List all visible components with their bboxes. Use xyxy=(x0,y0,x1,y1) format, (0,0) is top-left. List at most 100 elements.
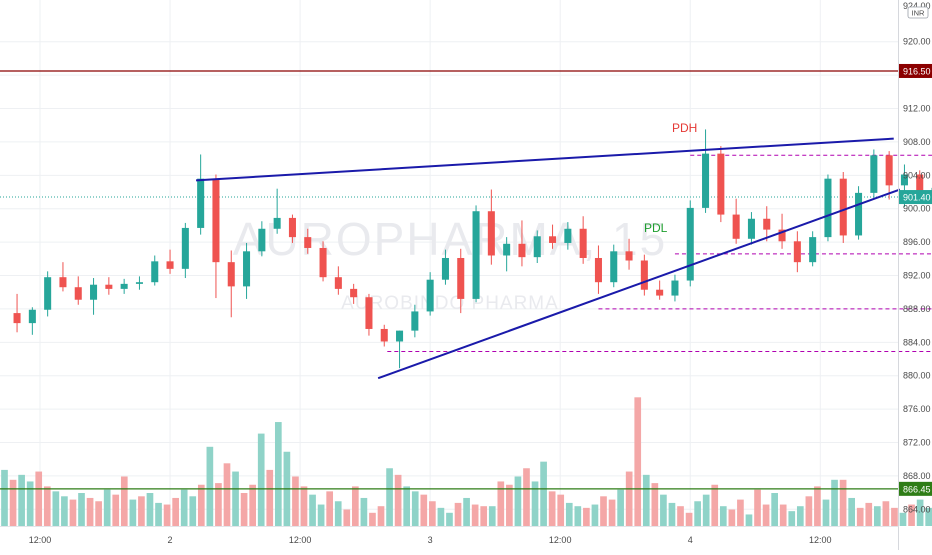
volume-bar xyxy=(147,493,154,526)
volume-bar xyxy=(609,500,616,526)
candle[interactable] xyxy=(641,255,648,296)
candle-body xyxy=(564,229,571,243)
currency-label: INR xyxy=(912,9,926,18)
volume-bar xyxy=(874,506,881,526)
volume-bar xyxy=(720,506,727,526)
candle[interactable] xyxy=(717,146,724,222)
candle-body xyxy=(105,285,112,289)
candle-body xyxy=(748,219,755,239)
candle-body xyxy=(228,262,235,286)
volume-bar xyxy=(737,500,744,526)
volume-bar xyxy=(446,513,453,526)
volume-bar xyxy=(224,463,231,526)
last-price-label: 901.40 xyxy=(903,193,931,203)
candle-body xyxy=(473,211,480,299)
candle-body xyxy=(855,193,862,236)
volume-bar xyxy=(44,486,51,526)
volume-bar xyxy=(87,498,94,526)
candle[interactable] xyxy=(840,172,847,243)
price-axis-tick-label: 900.00 xyxy=(903,204,931,214)
volume-bar xyxy=(677,506,684,526)
volume-bar xyxy=(497,481,504,526)
candle-body xyxy=(320,248,327,277)
volume-bar xyxy=(472,505,479,526)
time-axis-tick-label: 4 xyxy=(688,535,693,545)
price-axis-tick-label: 876.00 xyxy=(903,404,931,414)
candle-body xyxy=(381,329,388,342)
volume-bar xyxy=(660,495,667,526)
price-badge-label: 916.50 xyxy=(903,66,931,76)
candle-body xyxy=(488,211,495,255)
volume-bar xyxy=(780,505,787,526)
volume-bar xyxy=(61,496,68,526)
volume-bar xyxy=(412,491,419,526)
candle[interactable] xyxy=(855,186,862,239)
volume-bar xyxy=(318,505,325,526)
price-axis-tick-label: 872.00 xyxy=(903,438,931,448)
candle-body xyxy=(258,229,265,252)
volume-bar xyxy=(378,506,385,526)
volume-bar xyxy=(403,486,410,526)
candle-body xyxy=(671,281,678,296)
volume-bar xyxy=(891,508,898,526)
candle-body xyxy=(365,297,372,329)
volume-bar xyxy=(112,495,119,526)
volume-bar xyxy=(352,486,359,526)
volume-bar xyxy=(763,505,770,526)
pdl-label[interactable]: PDL xyxy=(644,221,668,235)
volume-bar xyxy=(840,480,847,526)
candle-body xyxy=(29,310,36,323)
candle[interactable] xyxy=(687,200,694,286)
volume-bar xyxy=(463,498,470,526)
volume-bar xyxy=(438,508,445,526)
candle-body xyxy=(656,290,663,296)
volume-bar xyxy=(455,503,462,526)
volume-bar xyxy=(104,490,111,526)
candle-body xyxy=(503,244,510,256)
candle[interactable] xyxy=(44,271,51,316)
pdh-label[interactable]: PDH xyxy=(672,121,697,135)
volume-bar xyxy=(506,485,513,526)
volume-bar xyxy=(53,491,60,526)
candle-body xyxy=(840,179,847,236)
candle-body xyxy=(427,280,434,312)
volume-bar xyxy=(249,485,256,526)
volume-bar xyxy=(309,495,316,526)
volume-bar xyxy=(10,480,17,526)
volume-bar xyxy=(18,475,25,526)
price-axis-tick-label: 880.00 xyxy=(903,371,931,381)
candle[interactable] xyxy=(870,149,877,197)
volume-bar xyxy=(592,505,599,526)
price-axis-tick-label: 904.00 xyxy=(903,170,931,180)
candle-body xyxy=(197,179,204,228)
volume-bar xyxy=(95,501,102,526)
volume-bar xyxy=(669,503,676,526)
volume-bar xyxy=(78,493,85,526)
volume-bar xyxy=(489,506,496,526)
volume-bar xyxy=(797,506,804,526)
candle-body xyxy=(335,277,342,289)
candle-body xyxy=(167,261,174,269)
candle-body xyxy=(289,218,296,237)
price-axis-tick-label: 884.00 xyxy=(903,337,931,347)
volume-bar xyxy=(386,468,393,526)
candle-body xyxy=(182,228,189,269)
candle-body xyxy=(151,261,158,282)
candle-body xyxy=(411,311,418,330)
volume-bar xyxy=(729,510,736,527)
candle-body xyxy=(763,219,770,230)
volume-bar xyxy=(711,485,718,526)
candle-body xyxy=(824,179,831,237)
candle[interactable] xyxy=(473,205,480,302)
volume-bar xyxy=(155,503,162,526)
volume-bar xyxy=(574,506,581,526)
candle[interactable] xyxy=(824,174,831,241)
volume-bar xyxy=(258,434,265,526)
volume-bar xyxy=(865,503,872,526)
price-axis-tick-label: 868.00 xyxy=(903,471,931,481)
volume-bar xyxy=(523,468,530,526)
candle-body xyxy=(396,331,403,342)
price-axis-tick-label: 920.00 xyxy=(903,37,931,47)
